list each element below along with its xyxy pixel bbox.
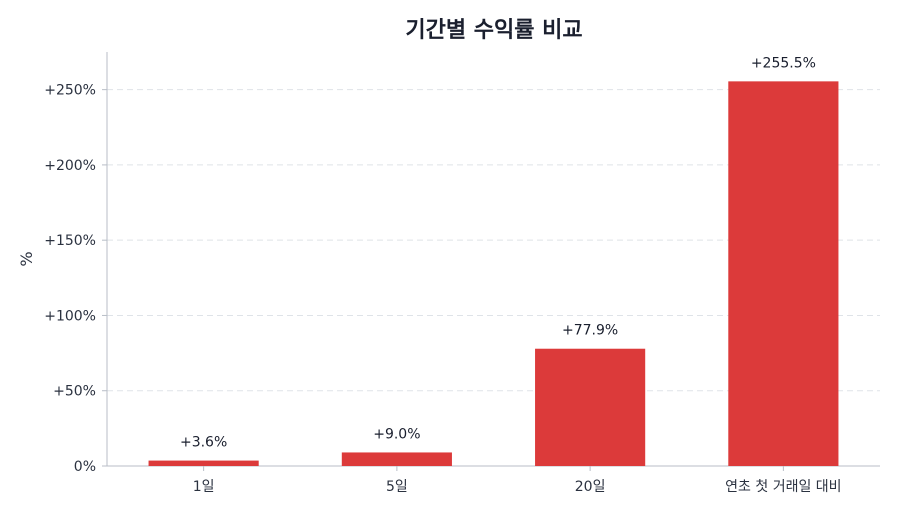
x-tick-label: 20일 [575, 479, 606, 495]
bar [148, 460, 259, 466]
y-tick-label: +250% [44, 83, 96, 99]
bar [341, 452, 452, 466]
y-tick-label: 0% [74, 459, 96, 475]
bar [728, 81, 839, 467]
y-axis-label: % [17, 251, 36, 266]
data-label: +9.0% [373, 426, 420, 442]
x-tick-label: 연초 첫 거래일 대비 [725, 479, 841, 495]
data-label: +77.9% [562, 323, 618, 339]
y-tick-label: +50% [53, 384, 96, 400]
data-label: +255.5% [751, 55, 816, 71]
bars: +3.6% +9.0% +77.9% +255.5% [148, 55, 839, 467]
bar [535, 348, 646, 466]
chart-title: 기간별 수익률 비교 [405, 18, 582, 43]
y-axis-ticks: 0% +50% +100% +150% +200% +250% [44, 83, 107, 475]
x-axis-ticks: 1일 5일 20일 연초 첫 거래일 대비 [193, 466, 842, 495]
y-tick-label: +150% [44, 233, 96, 249]
y-tick-label: +200% [44, 158, 96, 174]
data-label: +3.6% [180, 435, 227, 451]
x-tick-label: 1일 [193, 479, 215, 495]
x-tick-label: 5일 [386, 479, 408, 495]
y-tick-label: +100% [44, 308, 96, 324]
